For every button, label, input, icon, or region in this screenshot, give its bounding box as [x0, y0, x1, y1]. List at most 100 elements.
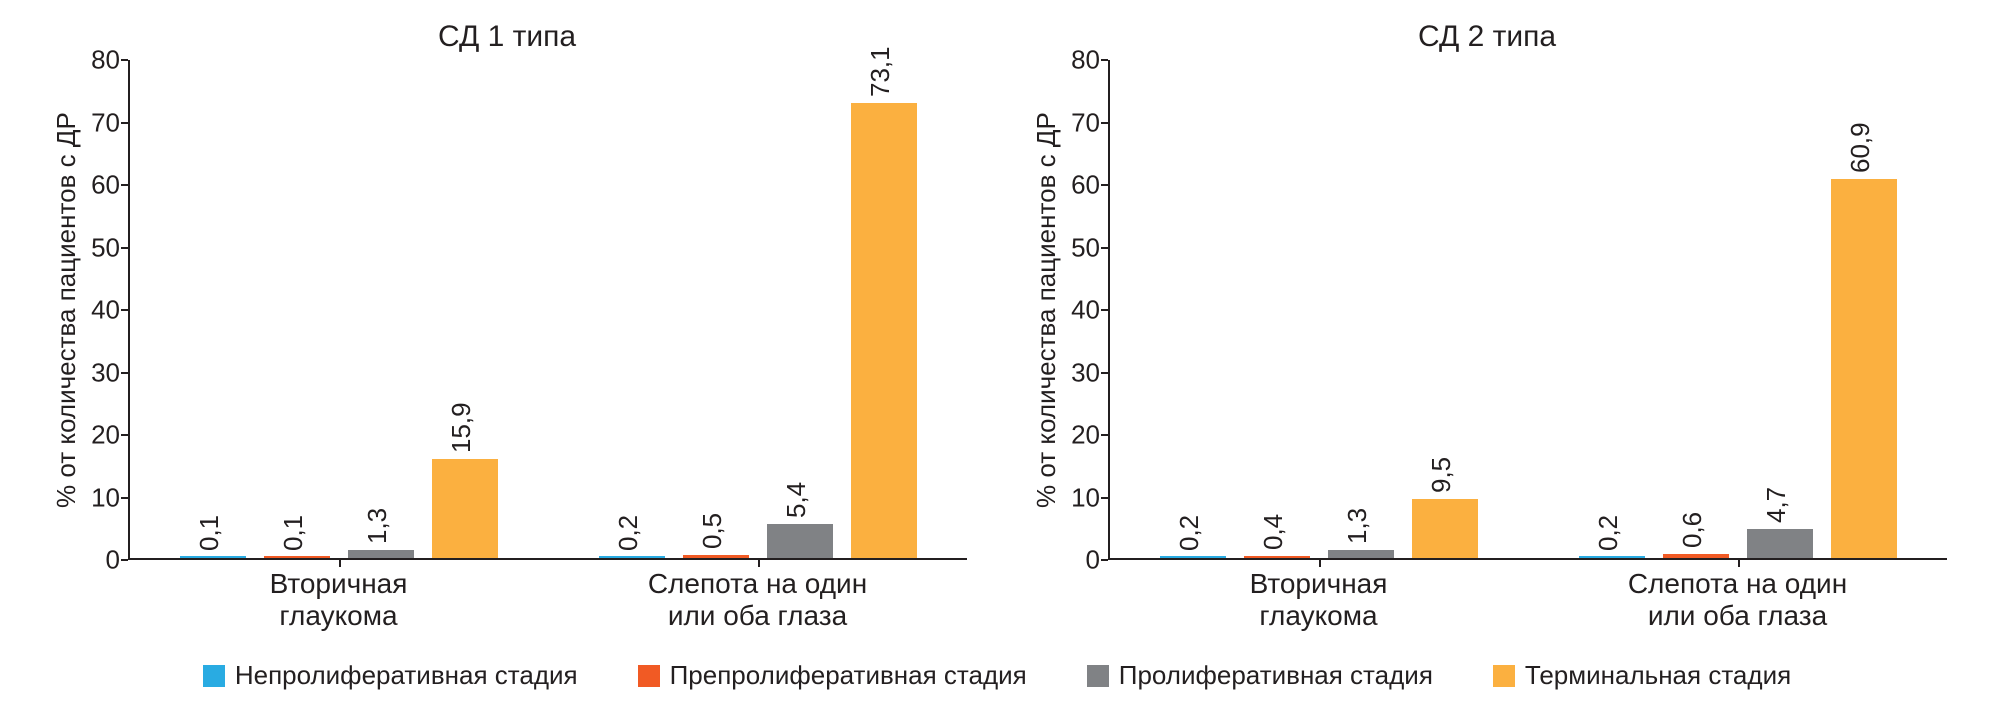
- y-tick-label: 40: [1062, 295, 1100, 326]
- legend-swatch: [1493, 665, 1515, 687]
- bar: [851, 103, 917, 558]
- y-tick-label: 0: [82, 545, 120, 576]
- bar-wrap: 73,1: [851, 60, 917, 558]
- legend-item: Пролиферативная стадия: [1087, 660, 1433, 691]
- legend-item: Непролиферативная стадия: [203, 660, 578, 691]
- bar-value-label: 0,2: [1174, 514, 1205, 550]
- y-tick-label: 30: [1062, 357, 1100, 388]
- panel-1: СД 2 типа % от количества пациентов с ДР 0…: [1027, 20, 1947, 632]
- y-tick-mark: [1101, 559, 1108, 561]
- y-tick-mark: [1101, 247, 1108, 249]
- panel-0: СД 1 типа% от количества пациентов с ДР0…: [47, 20, 967, 632]
- bar-group: 0,2 0,4 1,3 9,5: [1110, 60, 1529, 558]
- x-axis-label: Слепота на одинили оба глаза: [1528, 560, 1947, 632]
- bar: [1160, 556, 1226, 558]
- y-tick-mark: [1101, 434, 1108, 436]
- bar-groups: 0,20,41,39,50,20,64,760,9: [1110, 60, 1947, 558]
- y-tick-mark: [121, 247, 128, 249]
- bar-wrap: 0,2: [599, 60, 665, 558]
- bar-value-label: 0,5: [697, 513, 728, 549]
- y-axis-label: % от количества пациентов с ДР: [47, 60, 82, 560]
- y-tick-label: 80: [82, 45, 120, 76]
- bar-wrap: 1,3: [348, 60, 414, 558]
- bar-groups: 0,1 0,1 1,3 15,9 0,2 0,5 5,4 73,1: [130, 60, 967, 558]
- bar: [1831, 179, 1897, 558]
- y-tick-mark: [121, 309, 128, 311]
- legend-label: Терминальная стадия: [1525, 660, 1791, 691]
- y-tick-mark: [1101, 122, 1108, 124]
- y-axis-label: % от количества пациентов с ДР: [1027, 60, 1062, 560]
- y-tick-mark: [1101, 309, 1108, 311]
- legend-label: Непролиферативная стадия: [235, 660, 578, 691]
- y-tick-label: 10: [1062, 482, 1100, 513]
- bar: [599, 556, 665, 558]
- y-axis: 01020304050607080: [1062, 60, 1108, 560]
- y-axis: 01020304050607080: [82, 60, 128, 560]
- y-tick-mark: [1101, 184, 1108, 186]
- bar-value-label: 0,6: [1677, 512, 1708, 548]
- bar-value-label: 15,9: [446, 402, 477, 453]
- bar-wrap: 0,4: [1244, 60, 1310, 558]
- bar-value-label: 0,2: [613, 514, 644, 550]
- y-tick-label: 50: [82, 232, 120, 263]
- bar: [432, 459, 498, 558]
- y-tick-label: 60: [1062, 170, 1100, 201]
- bar-wrap: 1,3: [1328, 60, 1394, 558]
- y-tick-mark: [121, 497, 128, 499]
- bar-value-label: 0,4: [1258, 513, 1289, 549]
- legend-label: Препролиферативная стадия: [670, 660, 1027, 691]
- bar-value-label: 5,4: [781, 482, 812, 518]
- chart-area: % от количества пациентов с ДР0102030405…: [1027, 60, 1947, 560]
- legend-swatch: [1087, 665, 1109, 687]
- bar: [1663, 554, 1729, 558]
- bar-value-label: 0,2: [1593, 514, 1624, 550]
- legend-label: Пролиферативная стадия: [1119, 660, 1433, 691]
- bar-value-label: 0,1: [278, 514, 309, 550]
- bar: [264, 556, 330, 558]
- bar-group: 0,1 0,1 1,3 15,9: [130, 60, 549, 558]
- bar-wrap: 0,5: [683, 60, 749, 558]
- y-tick-mark: [121, 372, 128, 374]
- chart-area: % от количества пациентов с ДР0102030405…: [47, 60, 967, 560]
- legend-swatch: [203, 665, 225, 687]
- plot-area: 0,20,41,39,50,20,64,760,9: [1108, 60, 1947, 560]
- bar: [348, 550, 414, 558]
- bar: [1747, 529, 1813, 558]
- bar: [1579, 556, 1645, 558]
- bar-group: 0,2 0,5 5,4 73,1: [549, 60, 968, 558]
- plot-area: 0,1 0,1 1,3 15,9 0,2 0,5 5,4 73,1: [128, 60, 967, 560]
- x-axis-label: Вторичнаяглаукома: [129, 560, 548, 632]
- bar: [180, 556, 246, 558]
- bar-value-label: 9,5: [1426, 457, 1457, 493]
- y-tick-label: 80: [1062, 45, 1100, 76]
- bar: [683, 555, 749, 558]
- bar-wrap: 0,6: [1663, 60, 1729, 558]
- panels-row: СД 1 типа% от количества пациентов с ДР0…: [20, 20, 1974, 632]
- bar-wrap: 0,2: [1579, 60, 1645, 558]
- y-tick-label: 40: [82, 295, 120, 326]
- bar-wrap: 5,4: [767, 60, 833, 558]
- panel-title: СД 1 типа: [47, 20, 967, 54]
- bar: [767, 524, 833, 558]
- legend: Непролиферативная стадия Препролиферативн…: [20, 660, 1974, 691]
- y-tick-mark: [121, 184, 128, 186]
- bar-wrap: 0,1: [180, 60, 246, 558]
- y-tick-mark: [121, 559, 128, 561]
- bar-value-label: 60,9: [1845, 122, 1876, 173]
- y-tick-label: 10: [82, 482, 120, 513]
- bar-value-label: 1,3: [362, 508, 393, 544]
- panel-title: СД 2 типа: [1027, 20, 1947, 54]
- y-tick-label: 50: [1062, 232, 1100, 263]
- x-tick-mark: [1738, 559, 1740, 567]
- bar: [1412, 499, 1478, 558]
- bar-wrap: 60,9: [1831, 60, 1897, 558]
- y-tick-mark: [121, 122, 128, 124]
- bar-value-label: 0,1: [194, 514, 225, 550]
- legend-swatch: [638, 665, 660, 687]
- bar: [1328, 550, 1394, 558]
- y-tick-label: 20: [1062, 420, 1100, 451]
- y-tick-mark: [1101, 372, 1108, 374]
- bar-value-label: 1,3: [1342, 508, 1373, 544]
- bar-group: 0,20,64,760,9: [1529, 60, 1948, 558]
- y-tick-mark: [121, 434, 128, 436]
